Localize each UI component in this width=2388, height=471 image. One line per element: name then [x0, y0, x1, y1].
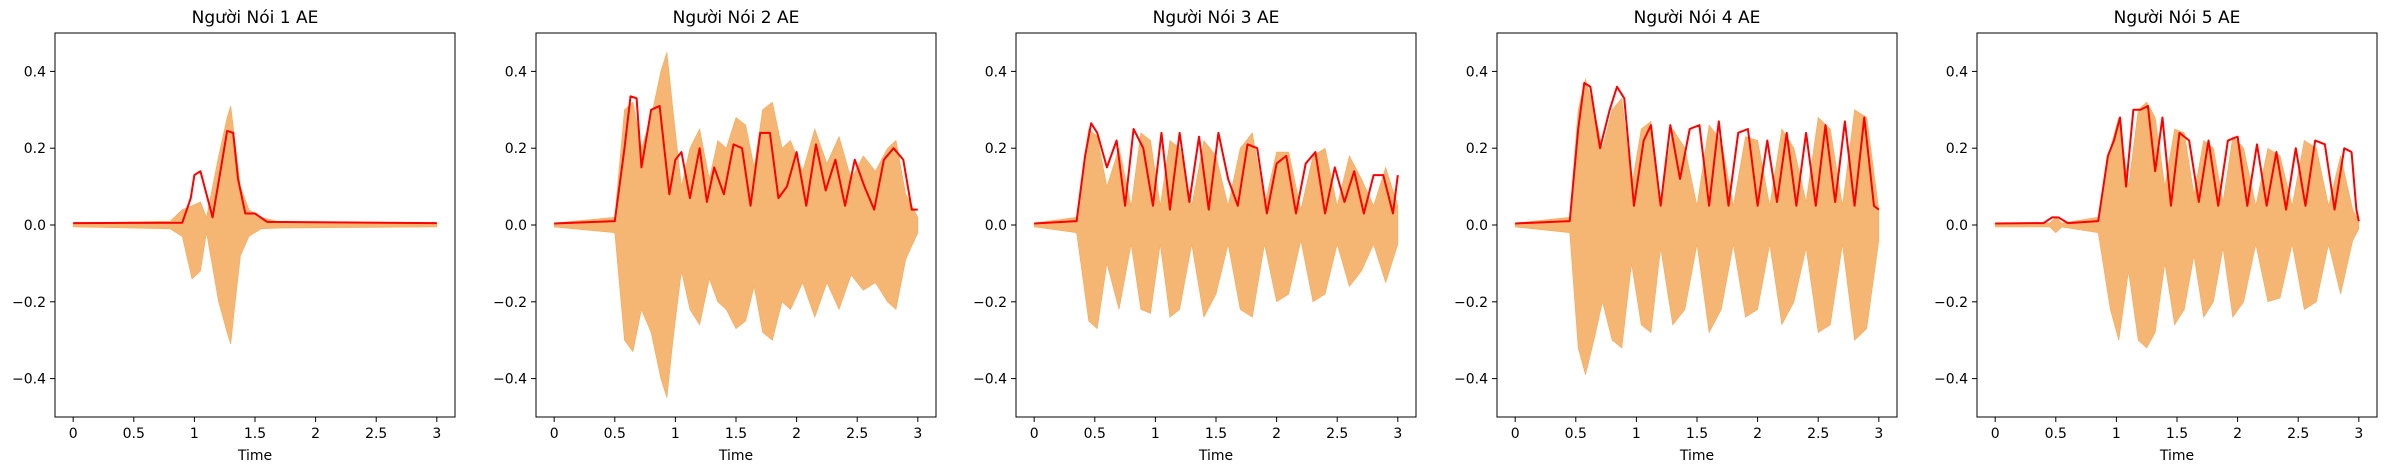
x-axis-label: Time [1679, 448, 1714, 464]
x-tick-label: 3 [2354, 426, 2363, 442]
y-tick-label: −0.2 [1934, 295, 1968, 311]
waveform-area [1514, 79, 1880, 375]
x-tick-label: 0.5 [1084, 426, 1106, 442]
waveform-area [1033, 128, 1399, 330]
subplot-4: 0 0.5 1 1.5 2 2.5 3 −0.4 −0.2 0.0 0.2 0.4 Người Nói … [1454, 8, 1898, 464]
x-tick-label: 2 [2233, 426, 2242, 442]
envelope-line [73, 129, 437, 225]
x-tick-label: 2 [792, 426, 801, 442]
x-tick-label: 2.5 [846, 426, 868, 442]
chart-title: Người Nói 1 AE [192, 8, 319, 28]
waveform-area [553, 52, 919, 398]
y-tick-label: 0.0 [985, 218, 1007, 234]
x-tick-label: 0.5 [2045, 426, 2067, 442]
y-tick-label: 0.2 [985, 141, 1007, 157]
chart-title: Người Nói 4 AE [1634, 8, 1761, 28]
x-tick-label: 0.5 [604, 426, 626, 442]
x-tick-label: 2 [1272, 426, 1281, 442]
chart-title: Người Nói 5 AE [2114, 8, 2241, 28]
x-tick-label: 1.5 [1686, 426, 1708, 442]
y-tick-label: 0.2 [1466, 141, 1488, 157]
x-tick-label: 1.5 [1205, 426, 1227, 442]
y-tick-label: −0.4 [1934, 372, 1968, 388]
x-tick-label: 2.5 [1807, 426, 1829, 442]
x-tick-label: 1 [190, 426, 199, 442]
x-tick-label: 1.5 [244, 426, 266, 442]
x-tick-label: 0 [550, 426, 559, 442]
y-tick-label: −0.2 [973, 295, 1007, 311]
x-tick-label: 1 [1632, 426, 1641, 442]
y-tick-label: −0.2 [12, 295, 46, 311]
x-tick-label: 3 [1393, 426, 1402, 442]
subplot-2: 0 0.5 1 1.5 2 2.5 3 −0.4 −0.2 0.0 0.2 0.4 Người Nói … [493, 8, 937, 464]
x-tick-label: 1 [671, 426, 680, 442]
x-tick-label: 0 [1030, 426, 1039, 442]
x-tick-label: 0.5 [123, 426, 145, 442]
y-tick-label: 0.4 [1466, 64, 1488, 80]
y-tick-label: −0.4 [973, 372, 1007, 388]
envelope-line [1034, 122, 1399, 225]
x-tick-label: 1.5 [2166, 426, 2188, 442]
x-tick-label: 0.5 [1565, 426, 1587, 442]
x-tick-label: 1 [2112, 426, 2121, 442]
envelope-line [1515, 81, 1880, 225]
x-tick-label: 2.5 [2287, 426, 2309, 442]
y-tick-label: 0.2 [505, 141, 527, 157]
x-tick-label: 2.5 [365, 426, 387, 442]
y-tick-label: 0.4 [1946, 64, 1968, 80]
x-tick-label: 3 [432, 426, 441, 442]
subplot-5: 0 0.5 1 1.5 2 2.5 3 −0.4 −0.2 0.0 0.2 0.4 Người Nói … [1934, 8, 2378, 464]
y-tick-label: −0.4 [1454, 372, 1488, 388]
x-tick-label: 3 [1874, 426, 1883, 442]
y-tick-label: 0.0 [505, 218, 527, 234]
x-tick-label: 0 [1991, 426, 2000, 442]
subplot-3: 0 0.5 1 1.5 2 2.5 3 −0.4 −0.2 0.0 0.2 0.4 Người Nói … [973, 8, 1417, 464]
x-tick-label: 3 [913, 426, 922, 442]
x-axis-label: Time [237, 448, 272, 464]
x-axis-label: Time [718, 448, 753, 464]
x-tick-label: 0 [1511, 426, 1520, 442]
chart-title: Người Nói 2 AE [673, 8, 800, 28]
envelope-line [1995, 104, 2360, 225]
waveform-area [72, 105, 438, 345]
y-tick-label: 0.0 [1946, 218, 1968, 234]
y-tick-label: −0.4 [12, 372, 46, 388]
y-tick-label: 0.0 [1466, 218, 1488, 234]
x-tick-label: 2.5 [1326, 426, 1348, 442]
y-tick-label: −0.4 [493, 372, 527, 388]
y-tick-label: 0.2 [24, 141, 46, 157]
x-tick-label: 0 [69, 426, 78, 442]
x-tick-label: 2 [311, 426, 320, 442]
y-tick-label: 0.4 [24, 64, 46, 80]
y-tick-label: −0.2 [493, 295, 527, 311]
envelope-line [554, 95, 918, 225]
y-tick-label: 0.4 [505, 64, 527, 80]
y-tick-label: 0.4 [985, 64, 1007, 80]
x-tick-label: 1 [1151, 426, 1160, 442]
x-tick-label: 1.5 [725, 426, 747, 442]
x-axis-label: Time [1198, 448, 1233, 464]
subplot-1: 0 0.5 1 1.5 2 2.5 3 −0.4 −0.2 0.0 0.2 0.4 Người Nói … [12, 8, 456, 464]
y-tick-label: 0.0 [24, 218, 46, 234]
y-tick-label: −0.2 [1454, 295, 1488, 311]
x-axis-label: Time [2159, 448, 2194, 464]
x-tick-label: 2 [1753, 426, 1762, 442]
waveform-area [1994, 101, 2360, 349]
y-tick-label: 0.2 [1946, 141, 1968, 157]
chart-title: Người Nói 3 AE [1153, 8, 1280, 28]
